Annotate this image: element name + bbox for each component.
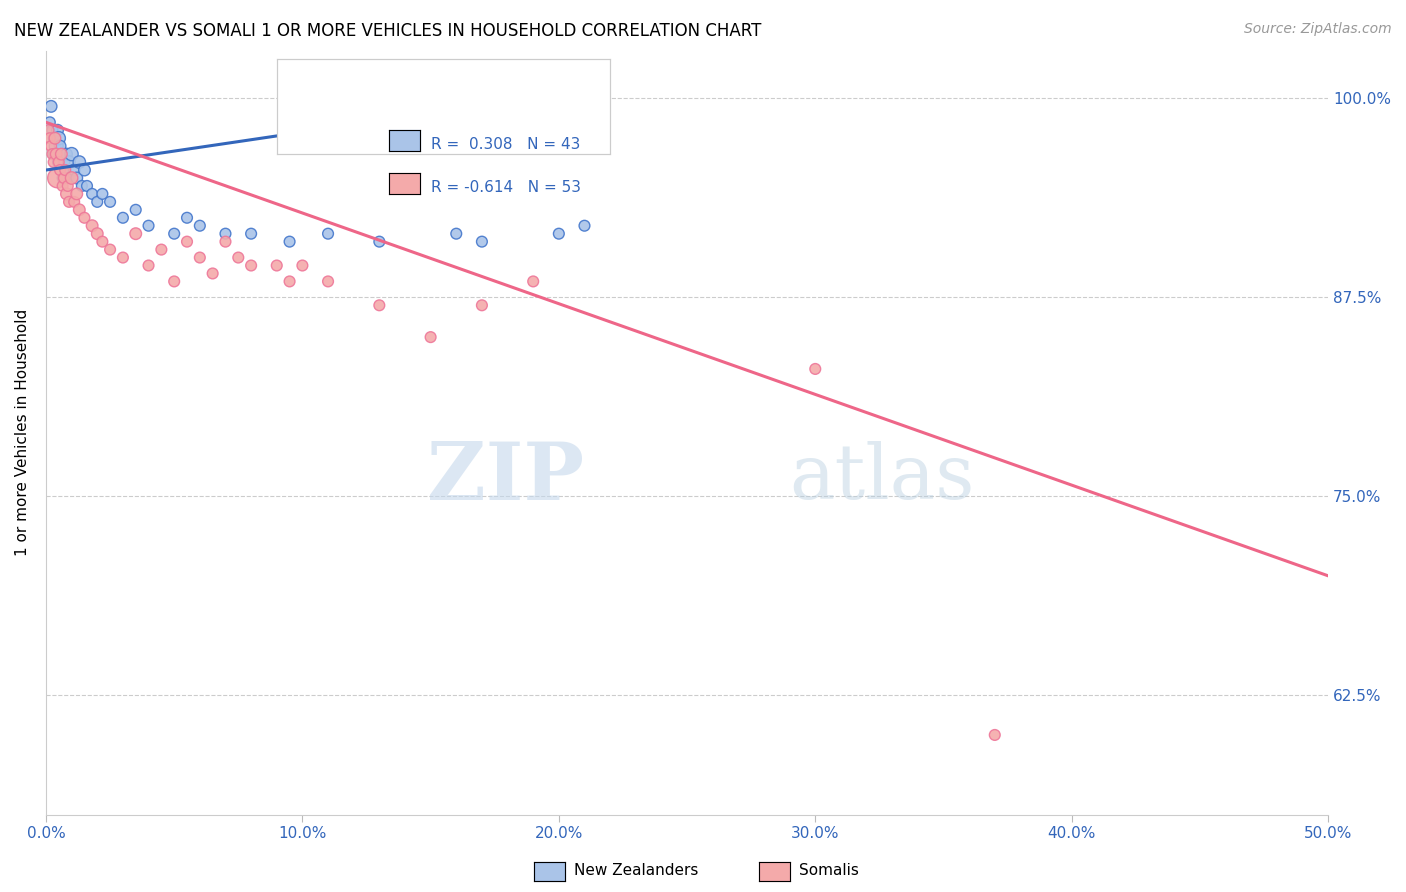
Text: Source: ZipAtlas.com: Source: ZipAtlas.com (1244, 22, 1392, 37)
Point (471, 235, 494, 249)
Point (55, 147, 77, 161)
Point (67, 202, 90, 217)
Point (201, 267, 224, 281)
Point (38, 115, 60, 129)
Point (82, 219, 104, 233)
Text: ZIP: ZIP (427, 440, 585, 517)
Point (316, 274, 339, 288)
Point (138, 259, 160, 273)
Text: Somalis: Somalis (799, 863, 859, 878)
Point (240, 259, 263, 273)
Point (125, 227, 148, 241)
Point (547, 227, 569, 241)
Point (214, 235, 236, 249)
Point (163, 274, 186, 288)
Point (56, 171, 79, 186)
Point (56, 178, 79, 193)
Point (73, 163, 96, 178)
Text: atlas: atlas (790, 442, 974, 516)
Point (82, 186, 104, 201)
Point (52, 171, 75, 186)
Point (39, 99, 62, 113)
Point (91, 235, 114, 249)
Point (446, 227, 468, 241)
Point (188, 219, 211, 233)
Point (41, 147, 63, 161)
Point (111, 211, 134, 225)
Point (48, 131, 70, 145)
Point (41, 123, 63, 137)
Point (984, 728, 1007, 742)
Point (278, 235, 301, 249)
Point (214, 227, 236, 241)
Point (63, 163, 86, 178)
Point (278, 274, 301, 288)
Point (368, 298, 391, 312)
Point (46, 123, 69, 137)
Point (45, 139, 67, 153)
Point (240, 227, 263, 241)
Point (60, 171, 83, 186)
Point (804, 362, 827, 376)
Point (471, 298, 494, 312)
Text: NEW ZEALANDER VS SOMALI 1 OR MORE VEHICLES IN HOUSEHOLD CORRELATION CHART: NEW ZEALANDER VS SOMALI 1 OR MORE VEHICL… (14, 22, 762, 40)
Point (48, 155, 70, 169)
Point (51, 147, 73, 161)
Point (176, 211, 198, 225)
Point (574, 219, 596, 233)
Point (419, 330, 441, 344)
Text: R = -0.614   N = 53: R = -0.614 N = 53 (430, 179, 581, 194)
Point (53, 163, 76, 178)
Point (368, 235, 391, 249)
Point (226, 251, 249, 265)
Point (52, 171, 75, 186)
Point (316, 227, 339, 241)
Text: R =  0.308   N = 43: R = 0.308 N = 43 (430, 136, 581, 152)
Point (67, 155, 90, 169)
Point (51, 147, 73, 161)
Point (98, 194, 121, 209)
Point (150, 243, 173, 257)
Point (66, 186, 89, 201)
Point (163, 227, 186, 241)
Point (45, 147, 67, 161)
Point (125, 202, 148, 217)
Point (49, 139, 72, 153)
Point (138, 219, 160, 233)
Point (53, 163, 76, 178)
Point (49, 163, 72, 178)
Point (46, 171, 69, 186)
Point (38, 131, 60, 145)
Point (58, 155, 80, 169)
Point (76, 178, 98, 193)
Text: New Zealanders: New Zealanders (574, 863, 697, 878)
Point (98, 243, 121, 257)
Point (52, 155, 75, 169)
Y-axis label: 1 or more Vehicles in Household: 1 or more Vehicles in Household (15, 309, 30, 557)
Point (66, 171, 89, 186)
Point (60, 147, 83, 161)
Point (63, 194, 86, 209)
Point (522, 274, 544, 288)
Point (44, 147, 66, 161)
Point (58, 194, 80, 209)
Point (91, 186, 114, 201)
Point (42, 155, 65, 169)
Point (38, 123, 60, 137)
Point (188, 251, 211, 265)
Point (44, 131, 66, 145)
Point (86, 194, 108, 209)
Point (39, 139, 62, 153)
Point (176, 235, 198, 249)
Point (70, 178, 93, 193)
Point (266, 259, 288, 273)
Point (42, 131, 65, 145)
Point (48, 155, 70, 169)
Point (55, 186, 77, 201)
Point (86, 227, 108, 241)
Point (73, 211, 96, 225)
Point (291, 259, 314, 273)
Point (52, 178, 75, 193)
Point (111, 251, 134, 265)
